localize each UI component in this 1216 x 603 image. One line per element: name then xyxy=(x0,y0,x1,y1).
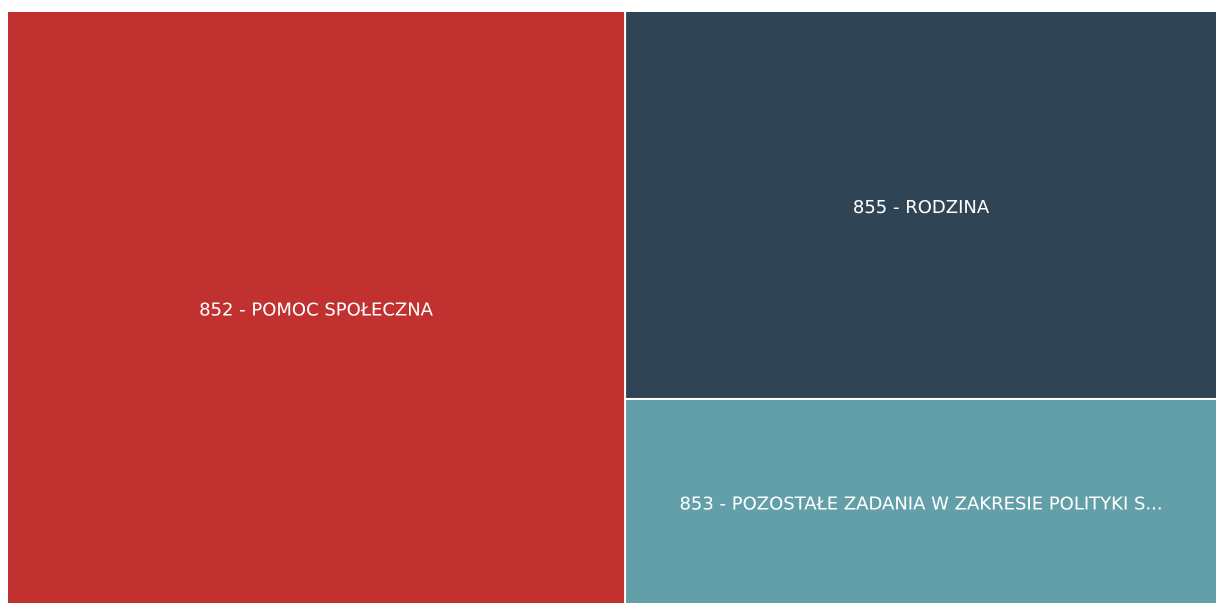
treemap-tile xyxy=(8,12,625,603)
tile-label: 852 - POMOC SPOŁECZNA xyxy=(199,300,434,321)
treemap-tile xyxy=(626,12,1216,398)
treemap-tile xyxy=(626,399,1216,603)
tile-label: 855 - RODZINA xyxy=(853,197,990,218)
tile-label: 853 - POZOSTAŁE ZADANIA W ZAKRESIE POLIT… xyxy=(679,493,1162,514)
